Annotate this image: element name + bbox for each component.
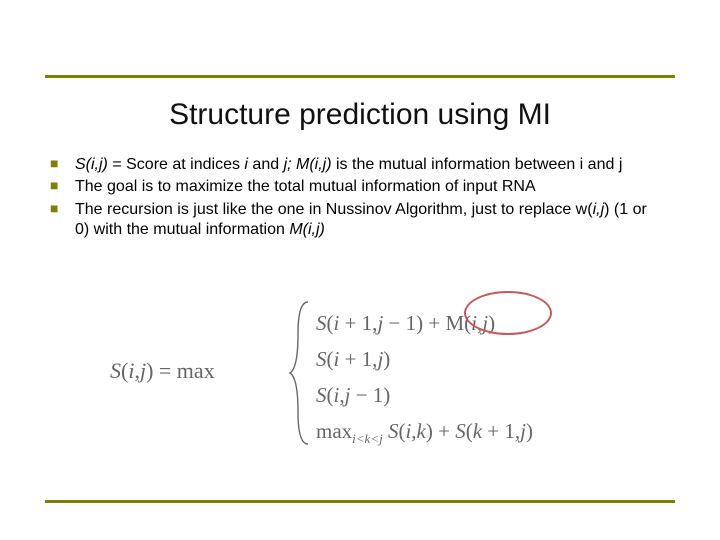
inline-italic: M(i,j) xyxy=(289,221,325,238)
equation-case-2: S(i + 1,j) xyxy=(316,341,533,377)
bullet-text: The recursion is just like the one in Nu… xyxy=(75,200,665,241)
inline-italic: j; M(i,j) xyxy=(284,156,332,173)
equation-case-3: S(i,j − 1) xyxy=(316,377,533,413)
top-rule xyxy=(45,75,675,78)
slide-title: Structure prediction using MI xyxy=(0,98,720,132)
bottom-rule xyxy=(45,500,675,503)
brace-icon xyxy=(288,298,314,448)
equation-case-4: maxi<k<j S(i,k) + S(k + 1,j) xyxy=(316,413,533,457)
inline-italic: i,j xyxy=(593,201,605,218)
bullet-marker-icon: ■ xyxy=(50,177,75,197)
equation-lhs: S(i,j) = max xyxy=(110,358,215,384)
bullet-list: ■ S(i,j) = Score at indices i and j; M(i… xyxy=(50,155,665,243)
bullet-item: ■ The goal is to maximize the total mutu… xyxy=(50,177,665,197)
bullet-marker-icon: ■ xyxy=(50,155,75,175)
bullet-marker-icon: ■ xyxy=(50,200,75,241)
bullet-item: ■ The recursion is just like the one in … xyxy=(50,200,665,241)
highlight-circle xyxy=(464,291,552,335)
bullet-text: S(i,j) = Score at indices i and j; M(i,j… xyxy=(75,155,665,175)
inline-italic: S(i,j) xyxy=(75,156,108,173)
bullet-item: ■ S(i,j) = Score at indices i and j; M(i… xyxy=(50,155,665,175)
bullet-text: The goal is to maximize the total mutual… xyxy=(75,177,665,197)
